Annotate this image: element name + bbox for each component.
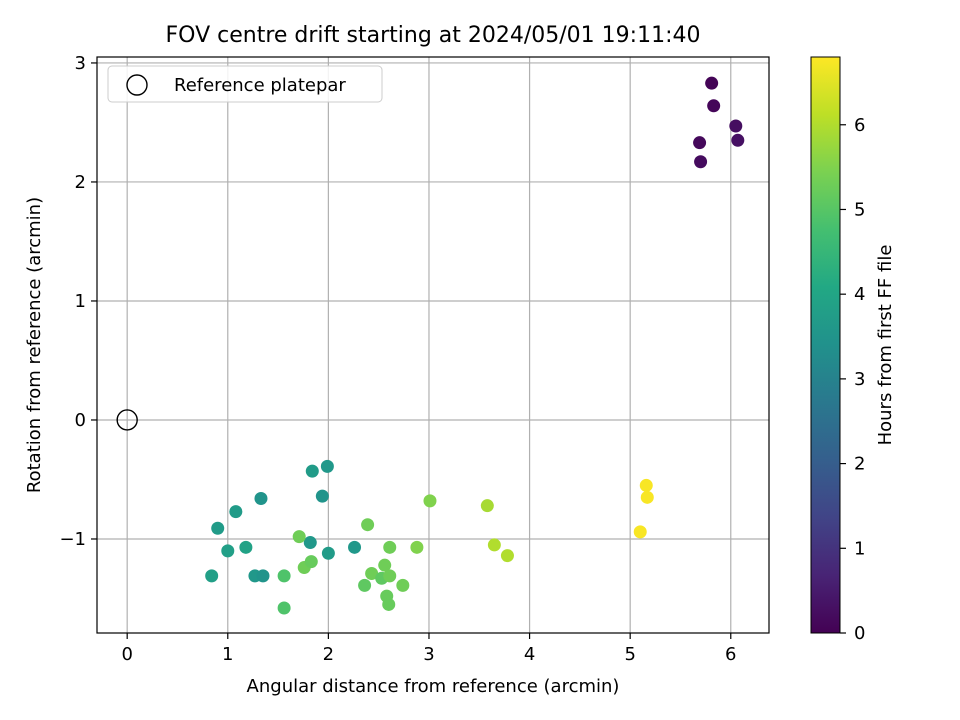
scatter-point (383, 569, 397, 583)
y-tick-label: 0 (75, 410, 86, 431)
legend-marker (126, 74, 148, 96)
x-tick-label: 1 (222, 644, 233, 665)
x-tick-label: 3 (423, 644, 434, 665)
scatter-point (480, 499, 494, 513)
legend-box (107, 65, 383, 103)
scatter-point (423, 494, 437, 508)
scatter-point (303, 536, 317, 550)
colorbar-label: Hours from first FF file (875, 245, 896, 446)
scatter-point (320, 459, 334, 473)
x-tick-label: 5 (624, 644, 635, 665)
scatter-point (410, 540, 424, 554)
y-tick-label: 2 (75, 172, 86, 193)
scatter-point (256, 569, 270, 583)
colorbar-tick-label: 6 (854, 115, 865, 136)
scatter-point (277, 569, 291, 583)
x-tick-label: 4 (524, 644, 535, 665)
y-axis-label: Rotation from reference (arcmin) (24, 197, 45, 493)
reference-marker (116, 409, 138, 431)
scatter-point (315, 489, 329, 503)
scatter-point (396, 578, 410, 592)
scatter-point (383, 540, 397, 554)
scatter-point (705, 76, 719, 90)
grid-lines (97, 57, 769, 633)
plot-frame (96, 56, 770, 634)
scatter-point (304, 555, 318, 569)
scatter-point (633, 525, 647, 539)
colorbar-tick-label: 1 (854, 538, 865, 559)
colorbar-tick-label: 5 (854, 199, 865, 220)
scatter-points (205, 76, 745, 615)
colorbar-tick-label: 2 (854, 454, 865, 475)
x-axis-ticks: 0 1 2 3 4 5 6 (121, 633, 736, 665)
x-tick-label: 2 (323, 644, 334, 665)
scatter-point (500, 549, 514, 563)
scatter-point (277, 601, 291, 615)
scatter-point (382, 597, 396, 611)
scatter-point (348, 540, 362, 554)
colorbar: 0 1 2 3 4 5 6 Hours from first FF file (810, 56, 896, 644)
y-tick-label: −1 (59, 529, 86, 550)
legend: Reference platepar (107, 65, 383, 103)
scatter-point (229, 505, 243, 519)
scatter-point (239, 540, 253, 554)
scatter-point (221, 544, 235, 558)
scatter-point (305, 464, 319, 478)
reference-point (116, 409, 138, 431)
scatter-point (254, 492, 268, 506)
legend-label: Reference platepar (174, 75, 346, 96)
scatter-point (211, 521, 225, 535)
colorbar-tick-label: 0 (854, 623, 865, 644)
x-axis-label: Angular distance from reference (arcmin) (247, 676, 620, 697)
scatter-point (640, 490, 654, 504)
x-tick-label: 0 (121, 644, 132, 665)
scatter-point (694, 155, 708, 169)
scatter-point (365, 566, 379, 580)
scatter-point (693, 136, 707, 150)
scatter-point (729, 119, 743, 133)
scatter-point (731, 133, 745, 147)
scatter-point (292, 530, 306, 544)
scatter-point (321, 546, 335, 560)
scatter-point (358, 578, 372, 592)
colorbar-tick-label: 3 (854, 369, 865, 390)
scatter-point (361, 518, 375, 532)
chart-title: FOV centre drift starting at 2024/05/01 … (166, 23, 701, 48)
scatter-point (205, 569, 219, 583)
y-tick-label: 3 (75, 53, 86, 74)
y-tick-label: 1 (75, 291, 86, 312)
scatter-point (487, 538, 501, 552)
colorbar-gradient (810, 56, 841, 634)
scatter-point (707, 99, 721, 113)
colorbar-tick-label: 4 (854, 284, 865, 305)
y-axis-ticks: −1 0 1 2 3 (59, 53, 97, 550)
colorbar-ticks: 0 1 2 3 4 5 6 (840, 115, 865, 644)
scatter-point (639, 478, 653, 492)
scatter-point (378, 558, 392, 572)
x-tick-label: 6 (725, 644, 736, 665)
